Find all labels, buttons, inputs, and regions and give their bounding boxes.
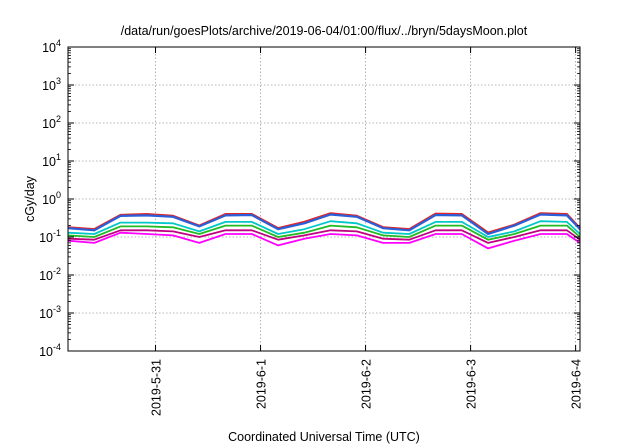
y-tick-label: 103: [42, 76, 61, 93]
series-line-4: [67, 229, 581, 244]
x-tick-label: 2019-6-1: [255, 359, 269, 409]
grid: [68, 47, 580, 351]
y-tick-label: 102: [42, 114, 61, 131]
series-line-2: [67, 220, 581, 238]
y-tick-label: 10-2: [39, 266, 61, 283]
y-tick-label: 100: [42, 190, 61, 207]
y-tick-label: 10-1: [39, 228, 61, 245]
y-tick-label: 101: [42, 152, 61, 169]
series-line-5: [67, 231, 581, 250]
x-tick-label: 2019-6-4: [570, 359, 584, 409]
series-line-3: [67, 224, 581, 241]
ticks: 10-4 10-3 10-2 10-1 100 101 102 103 104 2019-5-31…: [39, 38, 584, 416]
x-axis-label: Coordinated Universal Time (UTC): [228, 430, 420, 444]
y-axis-label: cGy/day: [23, 175, 37, 222]
x-tick-label: 2019-6-3: [465, 359, 479, 409]
y-tick-label: 10-3: [39, 304, 61, 321]
x-tick-label: 2019-5-31: [150, 359, 164, 416]
series-line-1: [67, 213, 581, 236]
chart-title: /data/run/goesPlots/archive/2019-06-04/0…: [121, 24, 528, 38]
series-group: [67, 212, 581, 250]
y-tick-label: 104: [42, 38, 61, 55]
x-tick-label: 2019-6-2: [360, 359, 374, 409]
y-tick-label: 10-4: [39, 342, 61, 359]
